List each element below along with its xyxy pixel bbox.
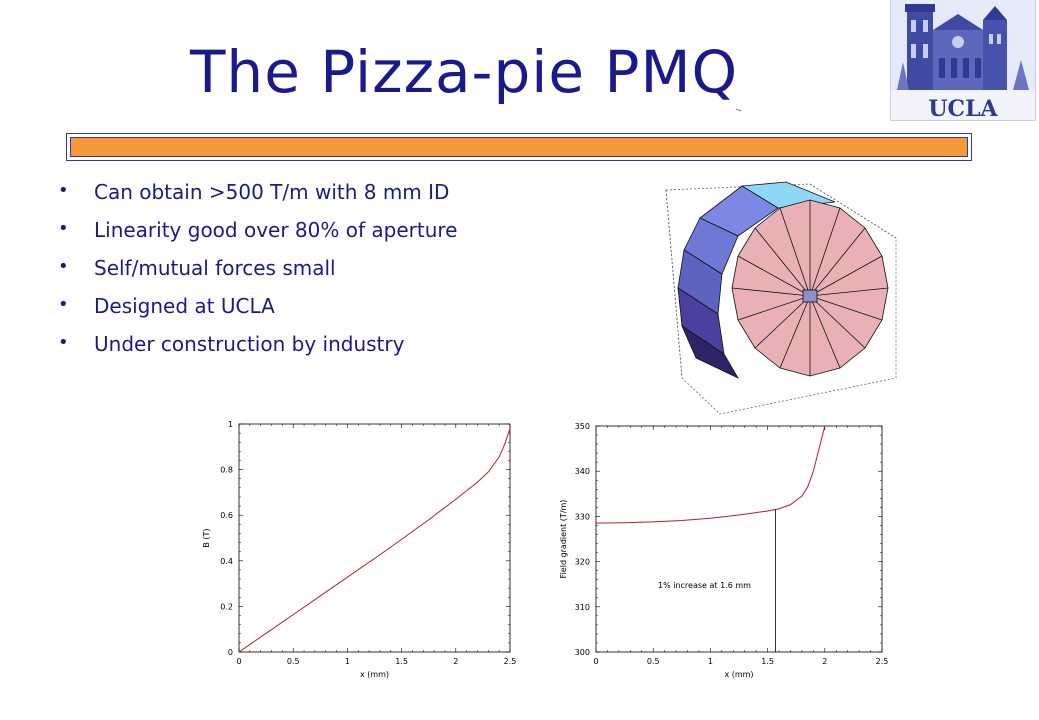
y-tick-label: 0.8 [220, 466, 233, 475]
bullet-text: Self/mutual forces small [94, 256, 336, 280]
x-tick-label: 1.5 [761, 657, 774, 666]
bullet-text: Can obtain >500 T/m with 8 mm ID [94, 180, 450, 204]
x-axis-label: x (mm) [360, 670, 389, 679]
title-divider-bar [66, 133, 972, 161]
x-tick-label: 2.5 [504, 657, 517, 666]
x-tick-label: 0.5 [647, 657, 660, 666]
x-tick-label: 0 [593, 657, 598, 666]
y-axis-label: B (T) [202, 528, 211, 547]
bullet-item: • Self/mutual forces small [58, 256, 457, 294]
bullet-item: • Can obtain >500 T/m with 8 mm ID [58, 180, 457, 218]
x-tick-label: 2.5 [876, 657, 889, 666]
bullet-text: Under construction by industry [94, 332, 405, 356]
bullet-dot: • [58, 294, 69, 315]
b-field-plot: 0 0.5 1 1.5 2 2.5 0 0.2 0.4 0.6 0.8 1 x (mm) B (T) [202, 420, 517, 679]
y-tick-label: 310 [575, 603, 590, 612]
bullet-item: • Designed at UCLA [58, 294, 457, 332]
x-tick-label: 0 [236, 657, 241, 666]
bullet-text: Designed at UCLA [94, 294, 275, 318]
y-tick-label: 330 [575, 512, 590, 521]
series-line [238, 428, 511, 653]
plot-frame [238, 423, 511, 653]
bullet-dot: • [58, 256, 69, 277]
pmq-magnet-drawing [665, 181, 897, 415]
x-tick-label: 2 [822, 657, 827, 666]
y-tick-label: 320 [575, 558, 590, 567]
bullet-dot: • [58, 332, 69, 353]
series-line [595, 425, 826, 524]
bullet-dot: • [58, 218, 69, 239]
y-tick-label: 0 [228, 648, 233, 657]
y-tick-label: 0.2 [220, 602, 233, 611]
x-tick-label: 0.5 [287, 657, 300, 666]
bullet-dot: • [58, 180, 69, 201]
x-tick-label: 1 [708, 657, 713, 666]
logo-text: UCLA [928, 96, 998, 122]
field-gradient-plot: 0 0.5 1 1.5 2 2.5 300 310 320 330 340 350 x (mm) Fiel… [559, 422, 889, 679]
plot-annotation: 1% increase at 1.6 mm [658, 581, 751, 590]
x-axis-label: x (mm) [724, 670, 753, 679]
title-divider-fill [70, 137, 968, 157]
bullet-item: • Linearity good over 80% of aperture [58, 218, 457, 256]
x-tick-label: 2 [453, 657, 458, 666]
x-tick-label: 1 [345, 657, 350, 666]
bullet-text: Linearity good over 80% of aperture [94, 218, 458, 242]
y-tick-label: 340 [575, 467, 590, 476]
y-axis-label: Field gradient (T/m) [559, 500, 568, 579]
x-tick-label: 1.5 [395, 657, 408, 666]
ucla-logo: UCLA [889, 0, 1037, 122]
bullet-item: • Under construction by industry [58, 332, 457, 370]
y-tick-label: 300 [575, 648, 590, 657]
y-tick-label: 1 [228, 420, 233, 429]
stray-mark [736, 108, 742, 112]
plot-frame [595, 425, 883, 653]
bullet-list: • Can obtain >500 T/m with 8 mm ID • Linea… [58, 180, 457, 370]
y-tick-label: 0.6 [220, 511, 233, 520]
slide-title: The Pizza-pie PMQ [190, 38, 739, 106]
y-tick-label: 0.4 [220, 557, 233, 566]
y-tick-label: 350 [575, 422, 590, 431]
